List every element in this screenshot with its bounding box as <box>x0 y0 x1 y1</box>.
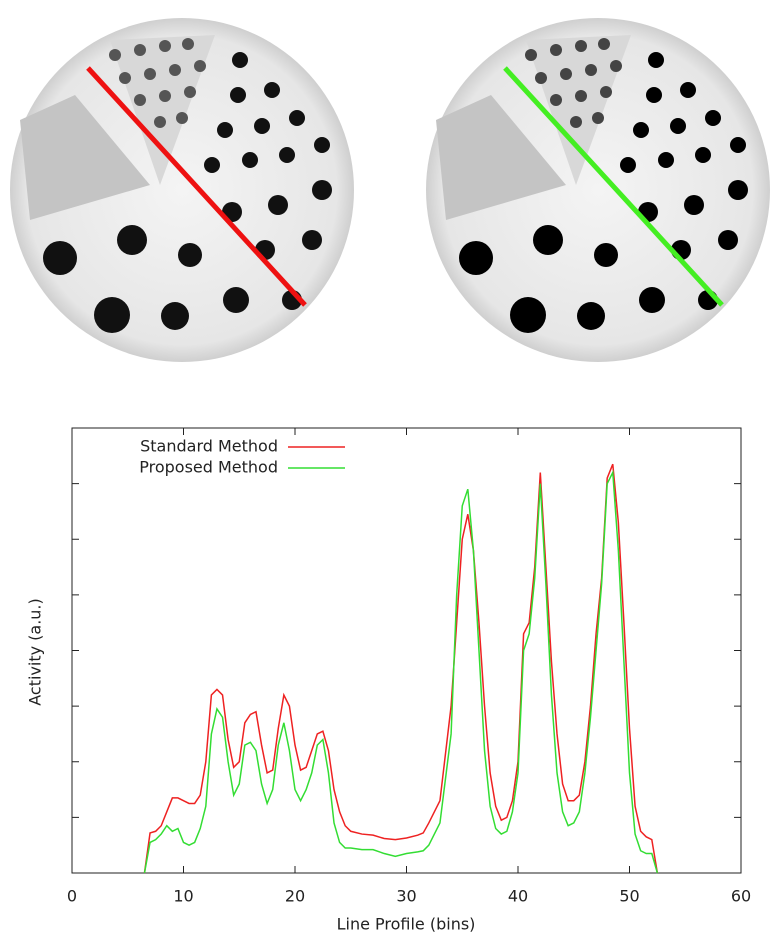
x-tick-label: 30 <box>396 887 416 906</box>
plot-frame <box>71 427 742 874</box>
legend-label: Standard Method <box>140 437 278 456</box>
x-tick-label: 10 <box>173 887 193 906</box>
y-axis-label: Activity (a.u.) <box>26 598 45 706</box>
x-tick-label: 60 <box>731 887 751 906</box>
x-tick-label: 20 <box>285 887 305 906</box>
x-tick-label: 40 <box>508 887 528 906</box>
x-tick-label: 0 <box>67 887 77 906</box>
phantom-left <box>10 18 354 362</box>
series-line <box>143 469 659 874</box>
series-line <box>143 463 659 874</box>
x-tick-label: 50 <box>619 887 639 906</box>
phantom-right <box>426 18 770 362</box>
legend-label: Proposed Method <box>139 458 278 477</box>
x-axis-label: Line Profile (bins) <box>337 915 476 934</box>
